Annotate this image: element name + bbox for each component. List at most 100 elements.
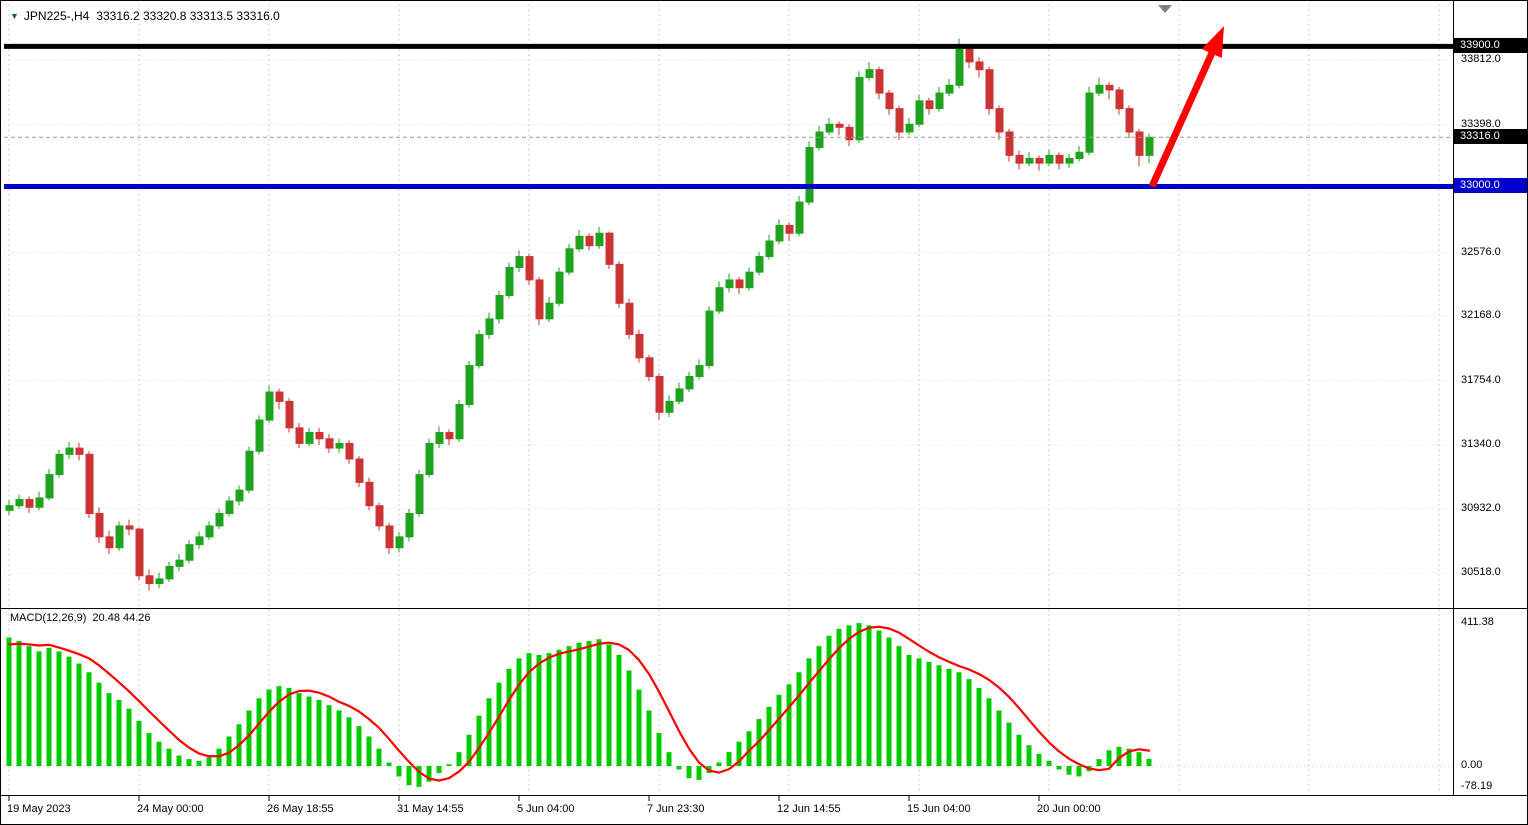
macd-histogram-bar xyxy=(66,656,72,767)
macd-histogram-bar xyxy=(76,663,82,767)
candle-body xyxy=(205,525,214,538)
time-axis-label: 19 May 2023 xyxy=(7,803,71,815)
candle-body xyxy=(1095,84,1104,94)
price-axis-label: 30518.0 xyxy=(1461,565,1501,578)
macd-histogram-bar xyxy=(426,766,432,782)
macd-histogram-bar xyxy=(46,647,52,767)
candle-body xyxy=(655,375,664,413)
macd-histogram-bar xyxy=(1016,734,1022,767)
candle-body xyxy=(895,108,904,133)
macd-histogram-bar xyxy=(206,757,212,767)
candle-body xyxy=(795,201,804,234)
time-axis-label: 20 Jun 00:00 xyxy=(1037,803,1101,815)
candle-body xyxy=(1005,131,1014,156)
candle-body xyxy=(45,474,54,499)
candle-body xyxy=(405,512,414,538)
candle-body xyxy=(375,505,384,527)
macd-histogram-bar xyxy=(506,668,512,767)
macd-histogram-bar xyxy=(566,646,572,767)
macd-histogram-bar xyxy=(336,710,342,767)
macd-name: MACD(12,26,9) xyxy=(10,612,87,624)
macd-histogram-bar xyxy=(986,698,992,767)
macd-histogram-bar xyxy=(346,717,352,767)
candle-body xyxy=(275,391,284,402)
macd-histogram-bar xyxy=(306,696,312,767)
macd-histogram-bar xyxy=(226,736,232,767)
candle-body xyxy=(815,131,824,149)
macd-histogram-bar xyxy=(726,752,732,767)
macd-histogram-bar xyxy=(996,710,1002,767)
macd-histogram-bar xyxy=(376,748,382,767)
candle-body xyxy=(1085,92,1094,153)
macd-histogram-bar xyxy=(16,640,22,767)
macd-axis-label: 411.38 xyxy=(1461,616,1494,629)
macd-histogram-bar xyxy=(626,670,632,767)
candle-body xyxy=(145,575,154,585)
time-axis[interactable]: 19 May 2023 24 May 00:00 26 May 18:55 31 Ma… xyxy=(1,795,1527,824)
macd-histogram-bar xyxy=(546,653,552,767)
price-axis-label: 32576.0 xyxy=(1461,245,1501,258)
candle-body xyxy=(1035,157,1044,164)
candle-body xyxy=(255,419,264,452)
candle-body xyxy=(545,302,554,320)
macd-histogram-bar xyxy=(766,706,772,767)
trend-arrow-head xyxy=(1201,26,1224,58)
candle-body xyxy=(975,61,984,71)
macd-histogram-bar xyxy=(36,651,42,767)
candle-body xyxy=(1015,154,1024,164)
candle-body xyxy=(1145,136,1154,156)
candle-body xyxy=(915,100,924,125)
candle-body xyxy=(585,235,594,247)
candle-body xyxy=(355,458,364,483)
candle-body xyxy=(235,489,244,502)
candle-body xyxy=(965,48,974,63)
macd-histogram-bar xyxy=(1076,766,1082,777)
macd-histogram-bar xyxy=(396,766,402,777)
macd-histogram-bar xyxy=(976,687,982,767)
macd-histogram-bar xyxy=(1066,766,1072,775)
candle-body xyxy=(1045,154,1054,164)
candle-body xyxy=(465,365,474,405)
macd-histogram-bar xyxy=(1096,759,1102,767)
candle-body xyxy=(555,271,564,304)
price-axis[interactable]: 33812.0 33398.0 32576.0 32168.0 31754.0 31340… xyxy=(1454,1,1527,795)
price-axis-label: 30932.0 xyxy=(1461,501,1501,514)
macd-histogram-bar xyxy=(1056,766,1062,770)
macd-histogram-bar xyxy=(106,693,112,767)
macd-histogram-bar xyxy=(266,689,272,767)
candle-body xyxy=(495,294,504,320)
candle-body xyxy=(995,108,1004,133)
candle-body xyxy=(85,453,94,514)
candle-body xyxy=(135,528,144,577)
macd-histogram-bar xyxy=(936,665,942,767)
candle-body xyxy=(335,442,344,449)
macd-histogram-bar xyxy=(966,679,972,767)
candle-body xyxy=(295,427,304,444)
candle-body xyxy=(195,536,204,546)
candle-body xyxy=(225,500,234,514)
macd-histogram-bar xyxy=(436,766,442,773)
macd-histogram-bar xyxy=(716,762,722,767)
candle-body xyxy=(905,123,914,133)
macd-histogram-bar xyxy=(846,625,852,767)
candle-body xyxy=(415,474,424,514)
macd-histogram-bar xyxy=(616,654,622,767)
macd-histogram-bar xyxy=(786,684,792,767)
candle-body xyxy=(1065,157,1074,164)
macd-histogram-bar xyxy=(736,741,742,767)
macd-histogram-bar xyxy=(516,658,522,767)
macd-histogram-bar xyxy=(446,764,452,767)
candle-body xyxy=(945,84,954,94)
macd-histogram-bar xyxy=(476,715,482,767)
macd-histogram-bar xyxy=(906,654,912,767)
candle-body xyxy=(715,287,724,312)
macd-histogram-bar xyxy=(186,759,192,767)
candle-body xyxy=(95,512,104,538)
candle-body xyxy=(285,400,294,429)
candle-body xyxy=(855,76,864,141)
candle-body xyxy=(805,147,814,203)
macd-histogram-bar xyxy=(856,623,862,767)
time-axis-label: 12 Jun 14:55 xyxy=(777,803,841,815)
